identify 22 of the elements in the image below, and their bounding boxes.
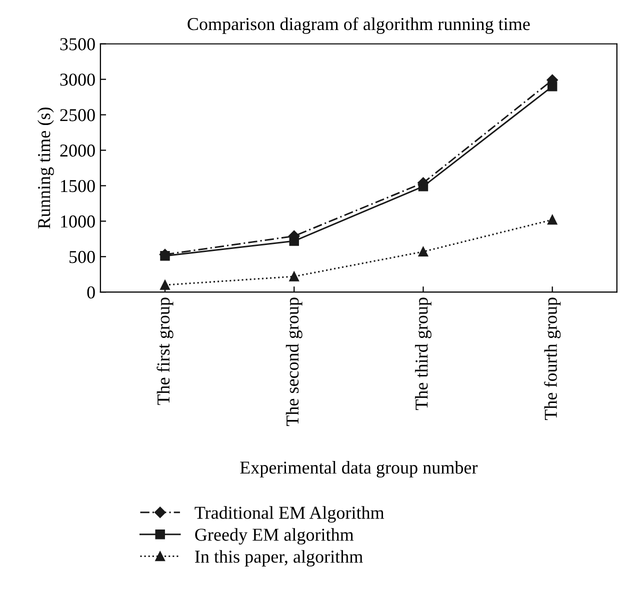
x-tick-label: The first group: [156, 298, 174, 405]
y-tick-label: 3000: [60, 74, 95, 86]
y-tick-label: 500: [70, 250, 95, 264]
y-tick-label: 2000: [60, 144, 95, 157]
y-tick-label: 0: [87, 286, 95, 299]
point: [289, 272, 299, 282]
legend-label: In this paper, algorithm: [195, 550, 363, 567]
point: [418, 246, 428, 257]
y-tick-label: 3500: [60, 38, 95, 50]
chart-title: Comparison diagram of algorithm running time: [188, 17, 530, 34]
x-axis-title: Experimental data group number: [240, 461, 478, 478]
point: [160, 280, 170, 290]
y-tick-label: 1500: [61, 180, 95, 192]
y-tick-label: 2500: [60, 109, 95, 122]
x-tick-label: The fourth group: [544, 298, 561, 420]
point: [547, 214, 558, 225]
y-tick-label: 1000: [61, 215, 95, 228]
legend-label: Traditional EM Algorithm: [194, 506, 384, 523]
x-tick-label: The third group: [415, 298, 432, 410]
x-tick-label: The second group: [286, 298, 302, 426]
y-axis-title: Running time (s): [37, 108, 54, 229]
legend-label: Greedy EM algorithm: [195, 528, 354, 545]
